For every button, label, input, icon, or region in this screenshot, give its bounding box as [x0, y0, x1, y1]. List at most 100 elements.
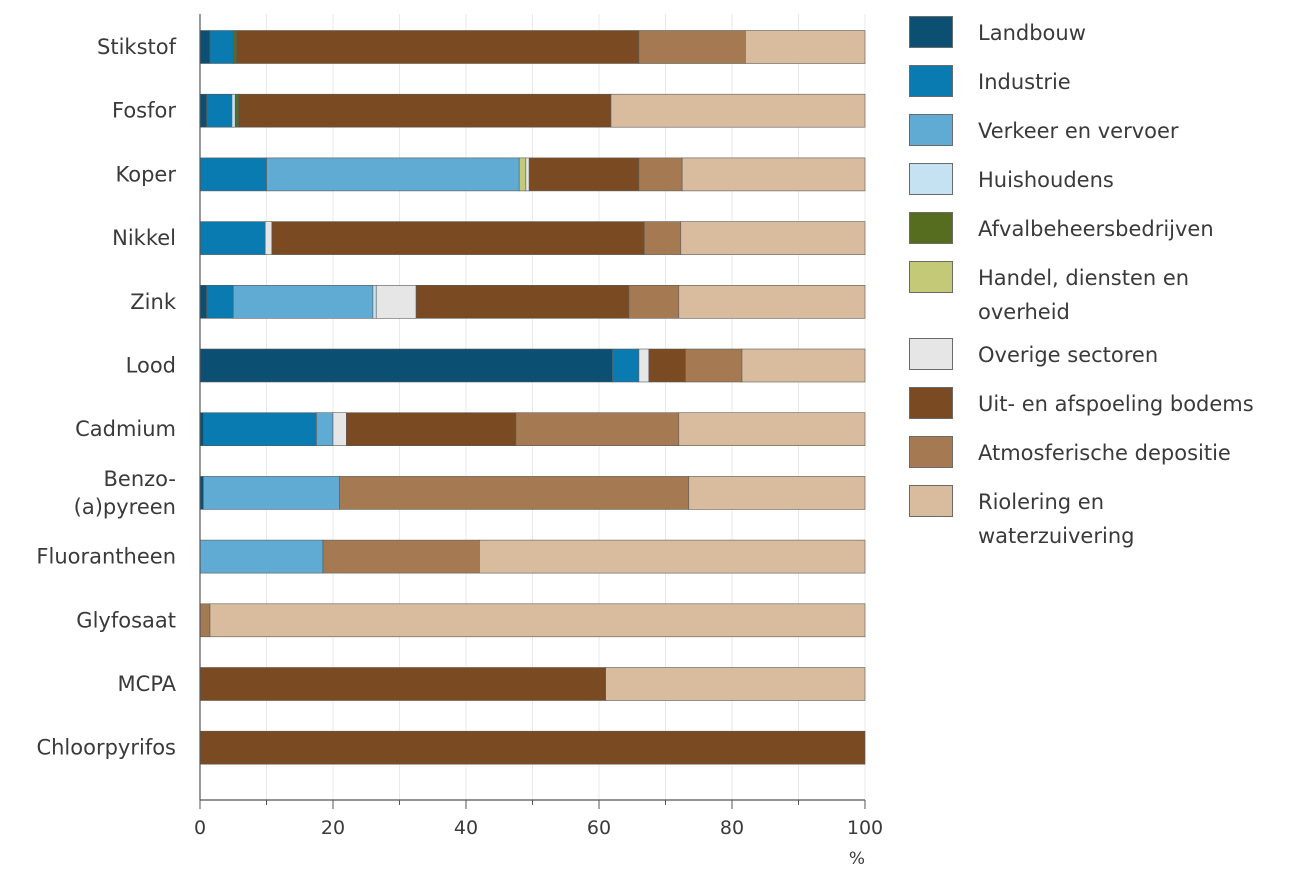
bar-segment: [680, 221, 866, 255]
bar-segment: [232, 30, 237, 64]
bar-segment: [681, 157, 866, 192]
bar-segment: [638, 157, 683, 192]
bar-segment: [605, 667, 866, 701]
legend-label: Atmosferische depositie: [978, 441, 1231, 465]
bar-segment: [199, 93, 207, 128]
bar-segment: [515, 412, 680, 447]
bar-segment: [234, 93, 239, 128]
legend-swatch: [909, 114, 953, 146]
bar-row: [199, 667, 866, 701]
bar-segment: [628, 284, 680, 319]
bar-segment: [375, 284, 417, 319]
bar-segment: [199, 348, 613, 383]
legend-item: Verkeer en vervoer: [909, 114, 1301, 148]
bars: [199, 30, 866, 765]
category-labels: Stikstof Fosfor Koper Nikkel Zink Lood Cadmium…: [36, 35, 176, 760]
bar-row: [199, 412, 866, 447]
legend-item: Huishoudens: [909, 163, 1301, 197]
bar-segment: [322, 539, 480, 574]
legend-item: Uit- en afspoeling bodems: [909, 387, 1301, 421]
bar-segment: [643, 221, 682, 255]
legend-swatch: [909, 65, 953, 97]
legend-label: Afvalbeheersbedrijven: [978, 217, 1214, 241]
bar-segment: [518, 157, 527, 192]
legend-label: Uit- en afspoeling bodems: [978, 392, 1254, 416]
legend-swatch: [909, 485, 953, 517]
category-label: Benzo-(a)pyreen: [74, 467, 176, 519]
category-label: Lood: [126, 354, 176, 378]
legend-label: Riolering en waterzuivering: [978, 490, 1135, 548]
legend-item: Overige sectoren: [909, 338, 1301, 372]
category-label: Koper: [116, 162, 177, 186]
bar-row: [199, 93, 866, 128]
bar-row: [199, 30, 866, 64]
legend-swatch: [909, 436, 953, 468]
bar-segment: [744, 30, 866, 64]
bar-segment: [266, 157, 520, 192]
legend-swatch: [909, 387, 953, 419]
bar-row: [199, 539, 866, 574]
x-tick-label: 80: [720, 817, 744, 839]
bar-row: [199, 348, 866, 383]
bar-segment: [678, 284, 866, 319]
legend-item: Landbouw: [909, 16, 1301, 50]
category-label: MCPA: [118, 672, 177, 696]
bar-segment: [611, 348, 640, 383]
x-tick-label: 60: [587, 817, 611, 839]
bar-row: [199, 284, 866, 319]
bar-segment: [199, 730, 866, 765]
bar-segment: [199, 30, 211, 64]
legend-item: Riolering en waterzuivering: [909, 485, 1301, 553]
category-label: Zink: [130, 290, 177, 314]
bar-segment: [478, 539, 866, 574]
bar-segment: [199, 284, 207, 319]
legend-label: Landbouw: [978, 21, 1086, 45]
category-label: Fosfor: [112, 99, 176, 123]
bar-segment: [199, 157, 267, 192]
bar-segment: [271, 221, 645, 255]
bar-segment: [339, 476, 690, 510]
legend-label: Industrie: [978, 70, 1071, 94]
category-label: Nikkel: [112, 226, 176, 250]
bar-segment: [638, 348, 650, 383]
bar-segment: [236, 30, 640, 64]
x-axis-unit-label: %: [849, 849, 865, 869]
bar-segment: [203, 412, 317, 447]
bar-segment: [372, 284, 377, 319]
bar-segment: [316, 412, 334, 447]
bar-segment: [525, 157, 530, 192]
legend: Landbouw Industrie Verkeer en vervoer Huish…: [909, 16, 1301, 568]
bar-segment: [648, 348, 686, 383]
bar-segment: [688, 476, 866, 510]
stacked-bar-chart: Stikstof Fosfor Koper Nikkel Zink Lood Cadmium…: [36, 14, 883, 869]
legend-label: Handel, diensten en overheid: [978, 266, 1190, 324]
legend-label: Huishoudens: [978, 168, 1114, 192]
bar-segment: [264, 221, 273, 255]
bar-segment: [415, 284, 630, 319]
bar-row: [199, 603, 866, 638]
bar-segment: [232, 284, 374, 319]
legend-label: Overige sectoren: [978, 343, 1159, 367]
bar-segment: [209, 30, 234, 64]
bar-segment: [199, 667, 606, 701]
legend-item: Atmosferische depositie: [909, 436, 1301, 470]
bar-row: [199, 221, 866, 255]
legend-item: Industrie: [909, 65, 1301, 99]
category-label: Cadmium: [75, 417, 176, 441]
bar-segment: [332, 412, 347, 447]
x-tick-label: 0: [194, 817, 206, 839]
legend-item: Handel, diensten en overheid: [909, 261, 1301, 329]
legend-swatch: [909, 212, 953, 244]
legend-swatch: [909, 163, 953, 195]
category-label: Chloorpyrifos: [36, 736, 176, 760]
legend-swatch: [909, 261, 953, 293]
bar-segment: [209, 603, 866, 638]
bar-row: [199, 476, 866, 510]
bar-segment: [638, 30, 746, 64]
x-tick-label: 20: [321, 817, 345, 839]
bar-segment: [199, 221, 266, 255]
bar-segment: [206, 284, 234, 319]
bar-segment: [685, 348, 743, 383]
x-tick-label: 100: [847, 817, 883, 839]
x-tick-label: 40: [454, 817, 478, 839]
